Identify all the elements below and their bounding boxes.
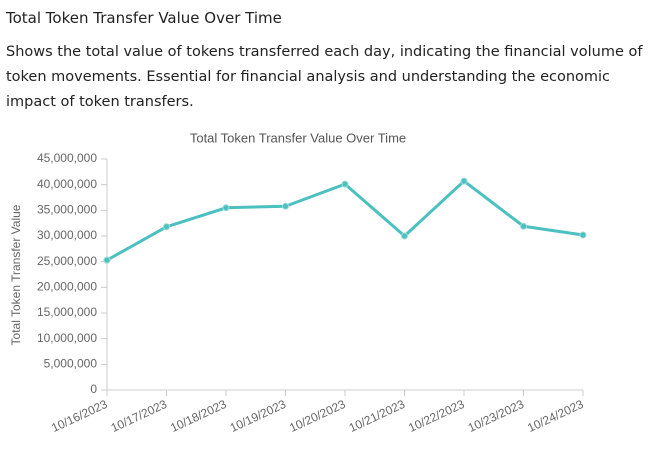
point: [401, 232, 408, 240]
x-tick-label: 10/20/2023: [287, 397, 348, 435]
y-tick-label: 5,000,000: [44, 357, 98, 371]
point: [163, 223, 170, 231]
y-tick-label: 45,000,000: [37, 151, 97, 165]
chart: Total Token Transfer Value Over Time Tot…: [9, 130, 587, 435]
point: [579, 231, 587, 239]
point: [341, 180, 349, 188]
x-tick-label: 10/19/2023: [228, 397, 289, 435]
header-description: Shows the total value of tokens transfer…: [6, 44, 643, 110]
y-tick-label: 40,000,000: [37, 177, 97, 191]
point: [282, 202, 289, 210]
y-tick-label: 35,000,000: [37, 203, 97, 217]
line: [106, 179, 584, 262]
x-tick-label: 10/21/2023: [347, 397, 408, 435]
y-tick-label: 30,000,000: [37, 228, 97, 242]
header-title: Total Token Transfer Value Over Time: [6, 9, 282, 27]
point: [520, 222, 527, 230]
x-tick-label: 10/24/2023: [525, 397, 586, 435]
y-tick-label: 0: [90, 382, 97, 396]
x-tick-label: 10/18/2023: [168, 397, 229, 435]
point: [222, 204, 230, 212]
y-tick-label: 25,000,000: [37, 254, 97, 268]
y-tick-label: 10,000,000: [37, 331, 97, 345]
point: [460, 177, 468, 185]
y-tick-label: 20,000,000: [37, 280, 97, 294]
x-tick-label: 10/17/2023: [109, 397, 170, 435]
point: [103, 256, 111, 264]
x-tick-label: 10/22/2023: [406, 397, 467, 435]
y-tick-label: 15,000,000: [37, 305, 97, 319]
y-axis-label: Total Token Transfer Value: [9, 204, 23, 345]
x-tick-label: 10/16/2023: [49, 397, 110, 435]
x-tick-label: 10/23/2023: [466, 397, 527, 435]
chart-title: Total Token Transfer Value Over Time: [190, 130, 406, 145]
